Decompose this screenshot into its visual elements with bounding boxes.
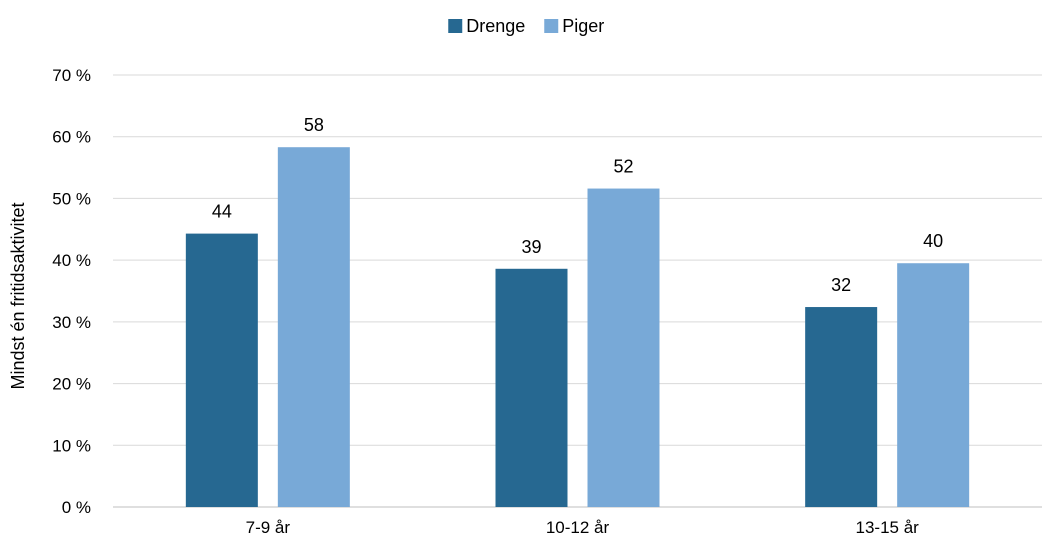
bar-drenge <box>185 233 258 507</box>
data-label: 58 <box>304 115 324 135</box>
y-tick-label: 0 % <box>62 498 91 517</box>
bar-drenge <box>495 268 568 507</box>
legend-swatch-piger <box>544 19 559 33</box>
y-axis-ticks: 0 % 10 % 20 % 30 % 40 % 50 % 60 % 70 % <box>52 66 91 517</box>
y-tick-label: 10 % <box>52 436 91 455</box>
y-tick-label: 40 % <box>52 251 91 270</box>
x-tick-label: 10-12 år <box>546 518 610 537</box>
data-labels: 44 58 39 52 32 40 <box>212 115 943 295</box>
y-tick-label: 70 % <box>52 66 91 85</box>
x-tick-label: 13-15 år <box>856 518 920 537</box>
data-label: 52 <box>613 157 633 177</box>
bar-drenge <box>805 307 878 507</box>
legend: Drenge Piger <box>448 16 604 36</box>
legend-label-piger: Piger <box>562 16 604 36</box>
data-label: 40 <box>923 231 943 251</box>
y-tick-label: 30 % <box>52 313 91 332</box>
y-tick-label: 20 % <box>52 375 91 394</box>
x-tick-label: 7-9 år <box>246 518 291 537</box>
y-tick-label: 50 % <box>52 189 91 208</box>
legend-label-drenge: Drenge <box>466 16 525 36</box>
data-label: 44 <box>212 202 232 222</box>
y-tick-label: 60 % <box>52 128 91 147</box>
data-label: 32 <box>831 275 851 295</box>
x-axis-labels: 7-9 år 10-12 år 13-15 år <box>246 518 920 537</box>
legend-swatch-drenge <box>448 19 463 33</box>
bar-piger <box>277 147 350 507</box>
bar-piger <box>587 188 660 507</box>
gridlines <box>113 74 1042 508</box>
bars <box>185 147 970 507</box>
bar-piger <box>897 263 970 507</box>
y-axis-title: Mindst én fritidsaktivitet <box>8 202 28 389</box>
data-label: 39 <box>521 237 541 257</box>
